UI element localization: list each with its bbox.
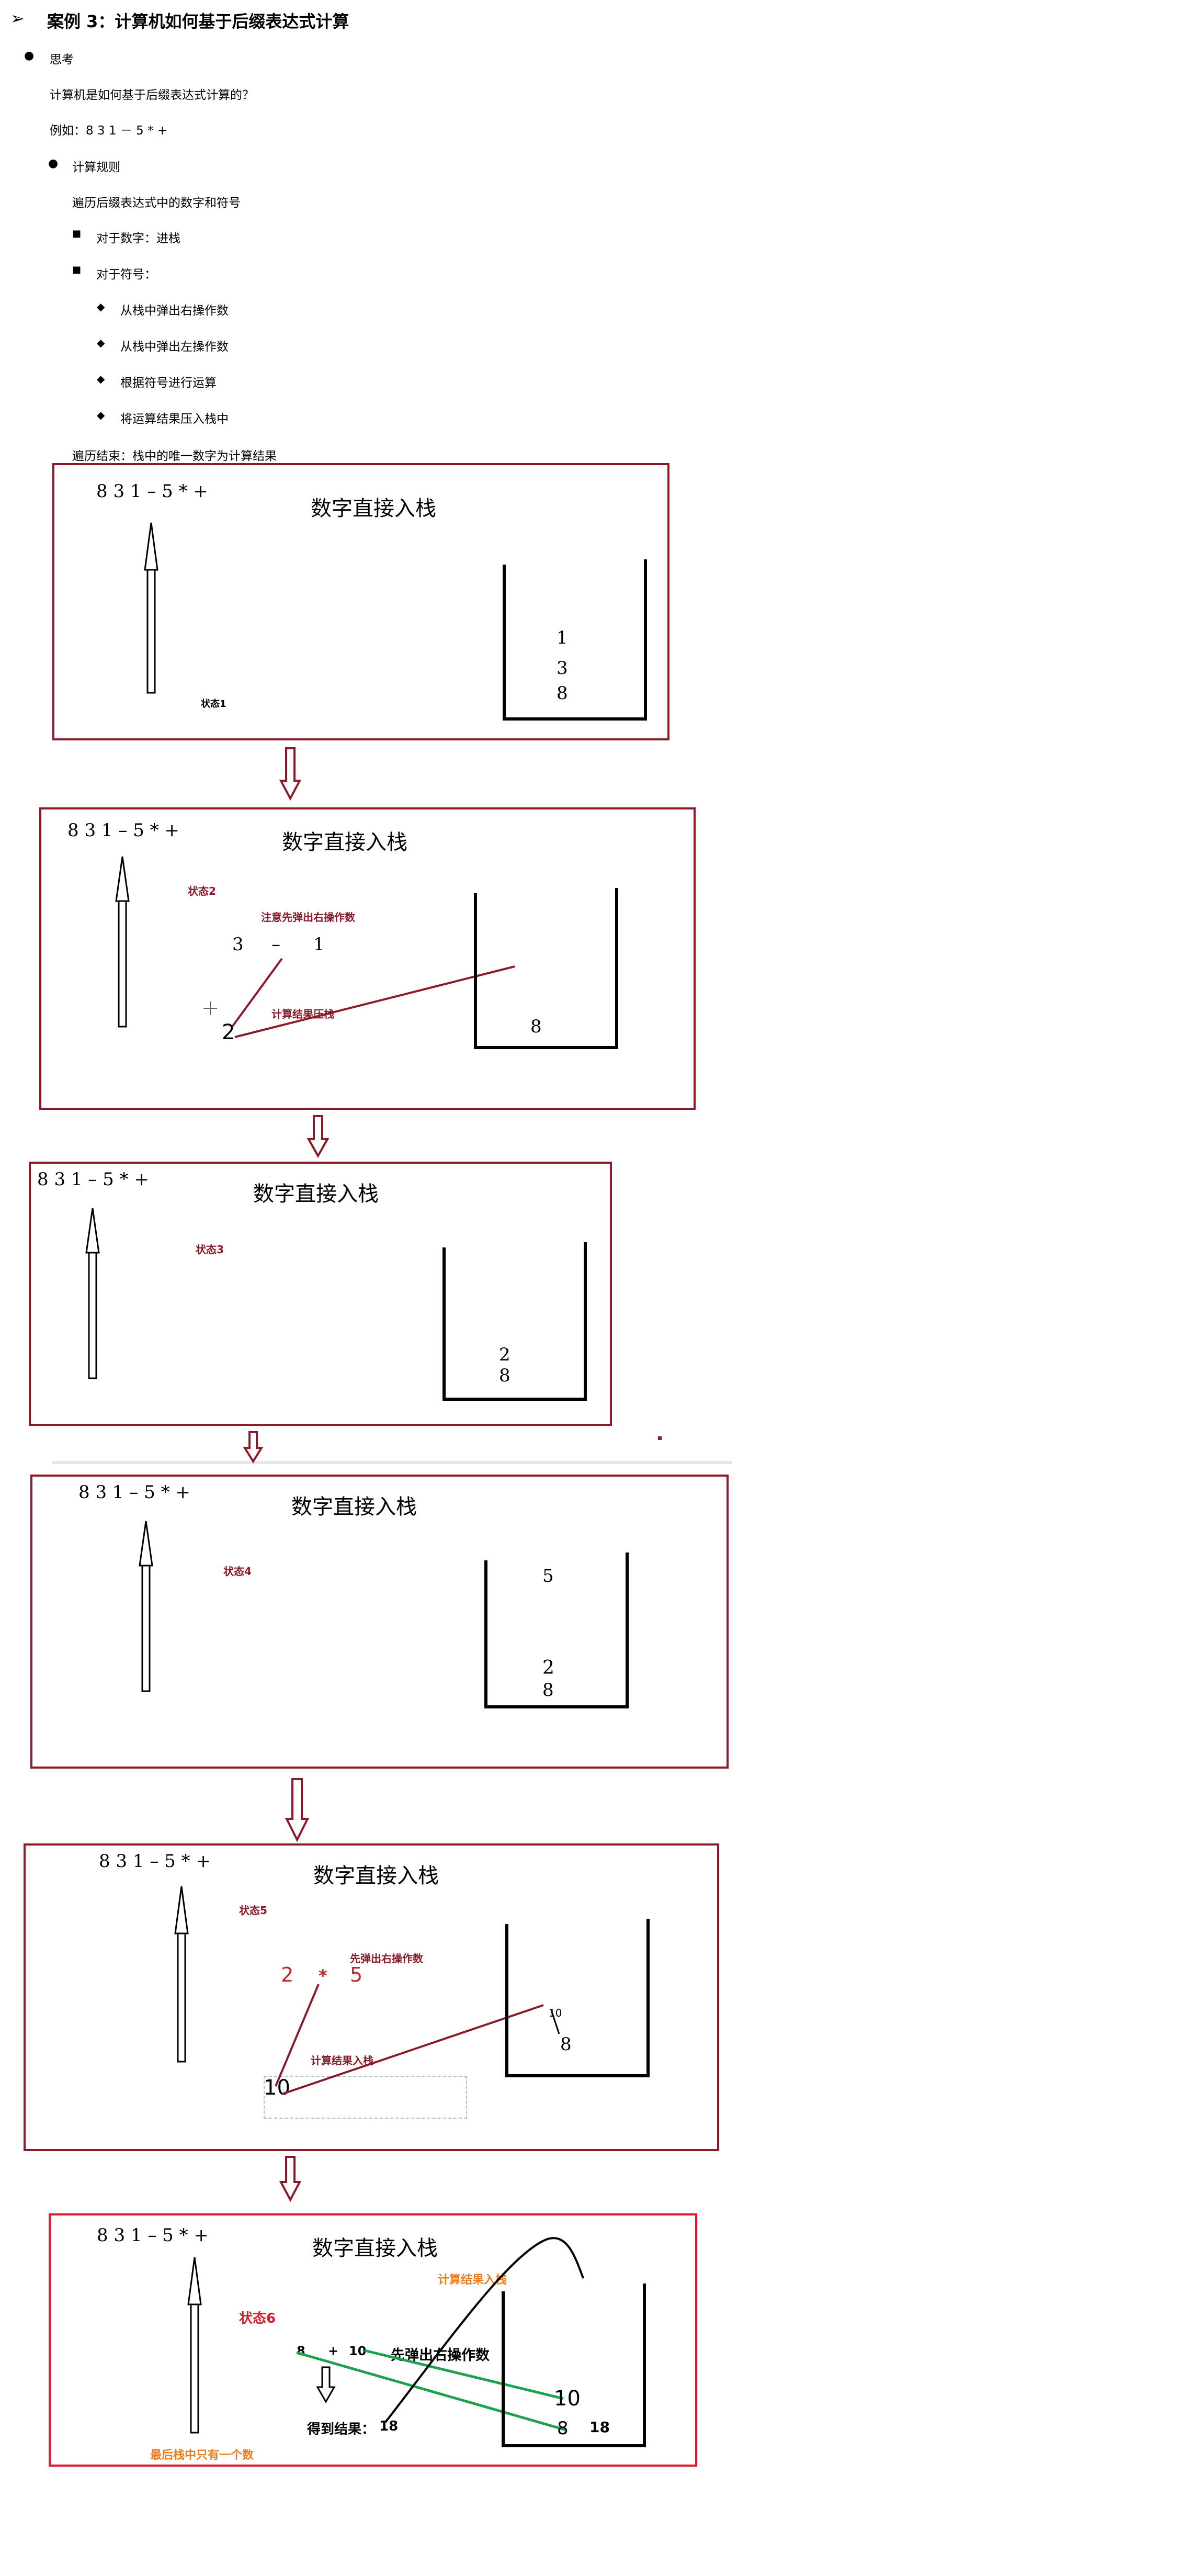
state-label: 状态5: [239, 1904, 267, 1917]
expression: 8 3 1 – 5 * +: [96, 481, 208, 502]
outline-think: 思考: [50, 53, 74, 66]
push-note: 计算结果入栈: [311, 2054, 373, 2067]
outline-traverse: 遍历后缀表达式中的数字和符号: [72, 196, 241, 210]
expression: 8 3 1 – 5 * +: [67, 820, 179, 841]
right-operand: 10: [349, 2344, 367, 2358]
right-operand: 1: [313, 934, 325, 955]
stack-container: [442, 1242, 587, 1401]
result-value: 10: [264, 2076, 290, 2100]
bullet-dot-icon: ●: [24, 49, 35, 62]
operator: +: [328, 2344, 339, 2358]
marker-dot: [658, 1436, 662, 1440]
outline-on-number: 对于数字：进栈: [96, 232, 180, 245]
stack-container: [484, 1553, 629, 1708]
stack-item: 5: [542, 1566, 554, 1587]
pointer-arrow-icon: [85, 1208, 100, 1379]
left-operand: 2: [281, 1963, 294, 1986]
state-4-panel: 8 3 1 – 5 * + 数字直接入栈 状态4 5 2 8: [30, 1475, 729, 1769]
pointer-arrow-icon: [187, 2257, 202, 2434]
note-text: 先弹出右操作数: [350, 1952, 423, 1965]
pointer-arrow-icon: [174, 1886, 189, 2063]
outline-rule: 计算规则: [72, 161, 120, 174]
stack-container: [505, 1919, 650, 2077]
state-3-panel: 8 3 1 – 5 * + 数字直接入栈 状态3 2 8: [29, 1162, 612, 1426]
pointer-arrow-icon: [115, 856, 130, 1028]
connector-lines: [203, 958, 515, 1038]
pointer-arrow-icon: [139, 1521, 153, 1692]
note-text: 注意先弹出右操作数: [261, 911, 355, 924]
caption: 数字直接入栈: [313, 1864, 439, 1888]
stack-item: 8: [557, 2418, 569, 2439]
bullet-square-icon: ■: [72, 228, 82, 239]
outline-step-1: 从栈中弹出右操作数: [120, 304, 229, 318]
operator: *: [319, 1966, 327, 1986]
connector-lines: [296, 2237, 584, 2432]
divider: [52, 1461, 732, 1464]
bullet-dot-icon: ●: [48, 157, 59, 170]
bullet-square-icon: ■: [72, 264, 82, 275]
page-title: 案例 3：计算机如何基于后缀表达式计算: [47, 12, 349, 31]
bullet-diamond-icon: ◆: [97, 336, 105, 349]
outline-example: 例如：8 3 1 － 5 * +: [50, 124, 168, 138]
down-arrow-icon: [316, 2366, 336, 2404]
stack-item: 1: [557, 627, 568, 648]
expression: 8 3 1 – 5 * +: [37, 1169, 149, 1190]
state-label: 状态3: [196, 1243, 224, 1256]
expression: 8 3 1 – 5 * +: [99, 1851, 211, 1872]
stack-item: 2: [542, 1657, 554, 1679]
stack-container: [474, 888, 618, 1049]
operator: –: [271, 934, 280, 955]
down-arrow-icon: [279, 2156, 302, 2202]
pointer-arrow-icon: [144, 522, 158, 694]
stack-item: 8: [542, 1680, 554, 1701]
state-1-panel: 8 3 1 – 5 * + 数字直接入栈 状态1 1 3 8: [52, 463, 669, 740]
state-label: 状态2: [188, 885, 216, 897]
state-5-panel: 8 3 1 – 5 * + 数字直接入栈 状态5 2 * 5 先弹出右操作数 计…: [24, 1843, 719, 2151]
right-operand: 5: [350, 1963, 363, 1986]
stack-item: 8: [557, 683, 568, 704]
final-note: 最后栈中只有一个数: [150, 2449, 254, 2462]
state-2-panel: 8 3 1 – 5 * + 数字直接入栈 状态2 注意先弹出右操作数 3 – 1…: [39, 807, 696, 1110]
bullet-diamond-icon: ◆: [97, 300, 105, 313]
state-6-panel: 8 3 1 – 5 * + 数字直接入栈 状态6 计算结果入栈 8 + 10 先…: [49, 2213, 697, 2467]
outline-end: 遍历结束：栈中的唯一数字为计算结果: [72, 449, 277, 463]
caption: 数字直接入栈: [282, 830, 407, 854]
result-label: 得到结果：: [307, 2422, 376, 2437]
down-arrow-icon: [307, 1115, 330, 1158]
stack-item: 8: [560, 2034, 572, 2055]
expression: 8 3 1 – 5 * +: [78, 1482, 190, 1503]
down-arrow-icon: [285, 1778, 310, 1842]
caption: 数字直接入栈: [253, 1182, 379, 1206]
down-arrow-icon: [279, 747, 302, 801]
stack-container: [502, 2283, 646, 2447]
bullet-diamond-icon: ◆: [97, 373, 105, 385]
stack-item: 3: [557, 658, 568, 679]
stack-result: 18: [589, 2418, 610, 2436]
outline-step-4: 将运算结果压入栈中: [120, 412, 229, 426]
state-label: 状态6: [239, 2311, 276, 2326]
selection-box: [264, 2076, 467, 2119]
left-operand: 3: [232, 934, 244, 955]
outline-question: 计算机是如何基于后缀表达式计算的？: [50, 88, 254, 102]
caption: 数字直接入栈: [312, 2236, 438, 2260]
connector-lines: [275, 1984, 560, 2095]
stack-top-value: 10: [549, 2007, 562, 2019]
down-arrow-icon: [243, 1431, 264, 1464]
caption: 数字直接入栈: [311, 497, 436, 521]
bullet-diamond-icon: ◆: [97, 409, 105, 421]
outline-step-3: 根据符号进行运算: [120, 376, 217, 390]
expression: 8 3 1 – 5 * +: [97, 2225, 209, 2246]
stack-item: 8: [530, 1016, 542, 1037]
outline-step-2: 从栈中弹出左操作数: [120, 340, 229, 354]
state-label: 状态4: [223, 1565, 252, 1578]
state-label: 状态1: [201, 699, 226, 710]
stack-item: 8: [499, 1365, 510, 1386]
caption: 数字直接入栈: [291, 1495, 417, 1519]
stack-item: 2: [499, 1344, 510, 1365]
stack-item: 10: [554, 2387, 581, 2411]
result-value: 18: [379, 2418, 399, 2434]
stack-container: [503, 559, 647, 721]
outline-on-symbol: 对于符号：: [96, 268, 156, 282]
title-marker-icon: ➢: [10, 8, 25, 28]
